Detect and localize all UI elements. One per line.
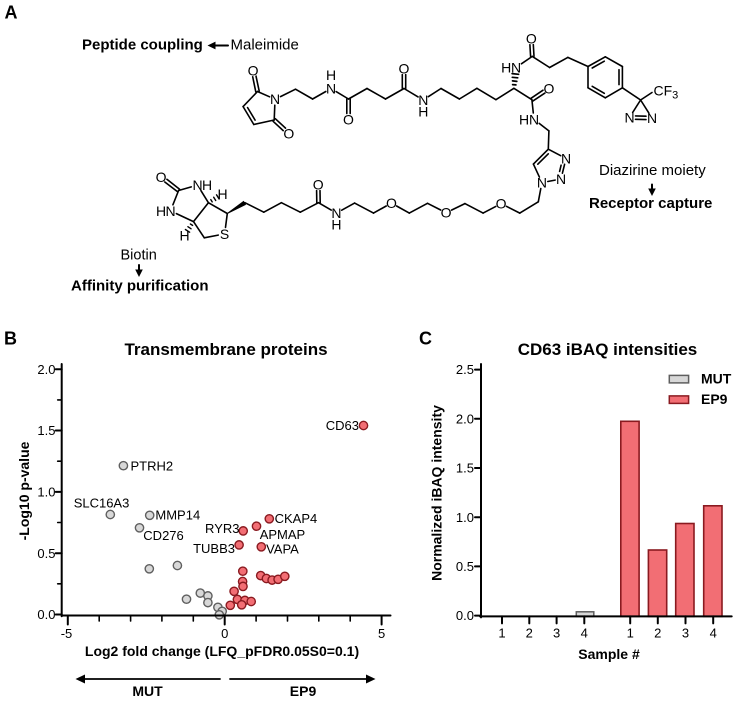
- svg-text:H: H: [501, 60, 511, 76]
- svg-text:N: N: [511, 60, 521, 76]
- svg-text:4: 4: [710, 626, 717, 641]
- svg-text:SLC16A3: SLC16A3: [74, 496, 130, 511]
- svg-text:1.0: 1.0: [456, 510, 474, 525]
- svg-text:3: 3: [553, 626, 560, 641]
- svg-text:H: H: [217, 186, 227, 202]
- svg-text:H: H: [202, 177, 212, 193]
- svg-text:O: O: [343, 112, 354, 128]
- svg-text:N: N: [165, 203, 175, 219]
- svg-text:MUT: MUT: [701, 371, 732, 387]
- svg-text:VAPA: VAPA: [266, 541, 299, 556]
- svg-text:N: N: [561, 151, 571, 167]
- svg-text:Receptor capture: Receptor capture: [589, 195, 712, 212]
- svg-text:0.5: 0.5: [37, 546, 55, 561]
- svg-text:APMAP: APMAP: [260, 527, 306, 542]
- svg-text:0: 0: [221, 626, 228, 641]
- svg-text:2.5: 2.5: [456, 362, 474, 377]
- svg-text:O: O: [313, 177, 324, 193]
- svg-text:CD63 iBAQ intensities: CD63 iBAQ intensities: [518, 340, 698, 359]
- svg-text:-5: -5: [61, 626, 73, 641]
- svg-text:N: N: [529, 112, 539, 128]
- svg-text:1.5: 1.5: [456, 461, 474, 476]
- svg-text:B: B: [4, 329, 17, 349]
- svg-text:H: H: [156, 203, 166, 219]
- svg-text:1: 1: [627, 626, 634, 641]
- svg-text:PTRH2: PTRH2: [131, 459, 174, 474]
- svg-text:1.5: 1.5: [37, 423, 55, 438]
- svg-text:CF3: CF3: [654, 83, 679, 102]
- svg-text:CD63: CD63: [326, 418, 359, 433]
- svg-text:3: 3: [682, 626, 689, 641]
- svg-text:O: O: [399, 61, 410, 77]
- svg-text:CKAP4: CKAP4: [275, 511, 318, 526]
- svg-text:EP9: EP9: [701, 391, 728, 407]
- svg-text:O: O: [248, 63, 259, 79]
- svg-text:Maleimide: Maleimide: [231, 37, 299, 54]
- svg-text:O: O: [283, 125, 294, 141]
- svg-text:Diazirine moiety: Diazirine moiety: [599, 162, 706, 179]
- svg-text:N: N: [624, 110, 634, 126]
- svg-text:-Log10 p-value: -Log10 p-value: [16, 441, 32, 540]
- svg-text:2.0: 2.0: [37, 362, 55, 377]
- svg-text:N: N: [418, 92, 428, 108]
- svg-text:O: O: [441, 205, 452, 221]
- svg-text:2: 2: [526, 626, 533, 641]
- svg-text:MUT: MUT: [132, 683, 163, 699]
- svg-text:4: 4: [581, 626, 588, 641]
- svg-text:1: 1: [498, 626, 505, 641]
- svg-text:O: O: [156, 169, 167, 185]
- svg-text:N: N: [331, 205, 341, 221]
- svg-text:MMP14: MMP14: [155, 508, 200, 523]
- svg-text:Peptide coupling: Peptide coupling: [82, 37, 203, 54]
- svg-text:Biotin: Biotin: [121, 248, 157, 264]
- svg-text:S: S: [220, 226, 229, 242]
- svg-text:O: O: [496, 196, 507, 212]
- svg-text:EP9: EP9: [290, 683, 317, 699]
- svg-text:0.5: 0.5: [456, 559, 474, 574]
- svg-text:Normalized iBAQ intensity: Normalized iBAQ intensity: [429, 405, 445, 581]
- svg-text:1.0: 1.0: [37, 485, 55, 500]
- svg-text:N: N: [270, 91, 280, 107]
- svg-text:0.0: 0.0: [456, 608, 474, 623]
- svg-text:H: H: [519, 112, 529, 128]
- svg-text:CD276: CD276: [143, 528, 183, 543]
- svg-text:N: N: [647, 110, 657, 126]
- svg-text:Sample #: Sample #: [578, 646, 640, 662]
- svg-text:2: 2: [654, 626, 661, 641]
- svg-text:N: N: [326, 81, 336, 97]
- svg-text:TUBB3: TUBB3: [193, 541, 235, 556]
- svg-text:2.0: 2.0: [456, 411, 474, 426]
- svg-text:0.0: 0.0: [37, 607, 55, 622]
- svg-text:O: O: [386, 195, 397, 211]
- svg-text:Transmembrane proteins: Transmembrane proteins: [124, 340, 327, 359]
- svg-text:O: O: [543, 80, 554, 96]
- svg-text:O: O: [526, 31, 537, 47]
- svg-text:RYR3: RYR3: [205, 521, 239, 536]
- svg-text:N: N: [556, 171, 566, 187]
- svg-text:H: H: [179, 228, 189, 244]
- svg-text:N: N: [537, 175, 547, 191]
- svg-text:Affinity purification: Affinity purification: [71, 278, 209, 295]
- svg-text:Log2 fold change (LFQ_pFDR0.05: Log2 fold change (LFQ_pFDR0.05S0=0.1): [85, 643, 359, 659]
- svg-text:A: A: [5, 3, 18, 23]
- svg-text:5: 5: [378, 626, 385, 641]
- svg-text:C: C: [419, 329, 432, 349]
